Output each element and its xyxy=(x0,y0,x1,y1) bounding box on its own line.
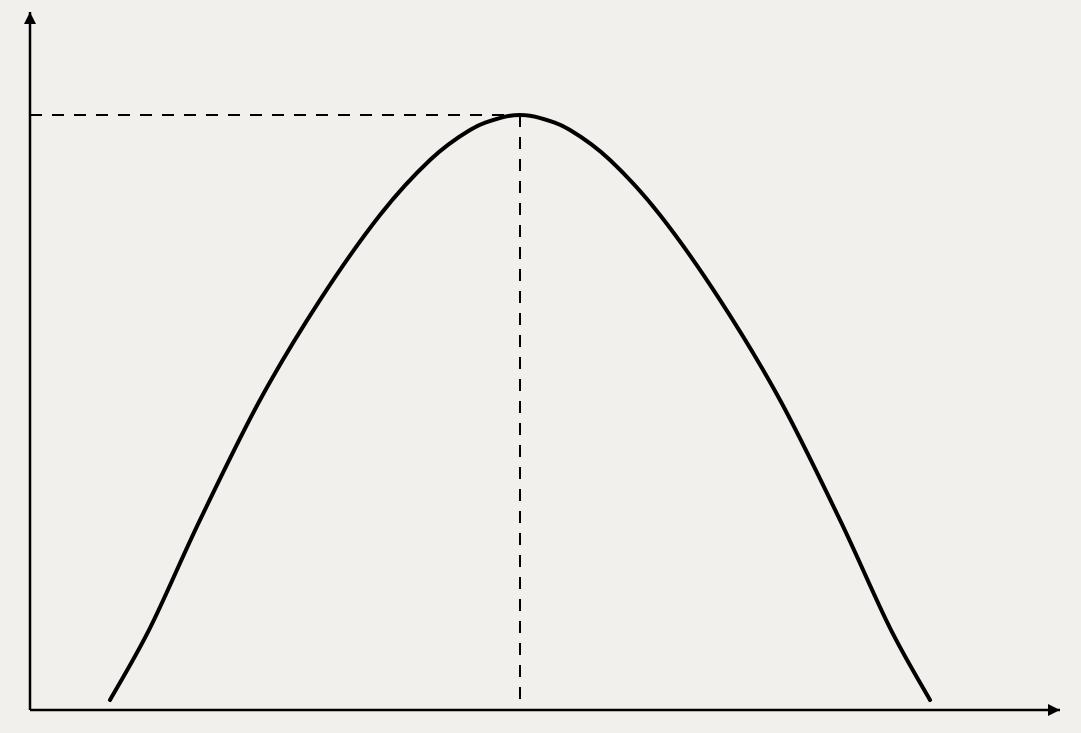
chart-svg xyxy=(0,0,1081,733)
chart-background xyxy=(0,0,1081,733)
chart-container xyxy=(0,0,1081,733)
